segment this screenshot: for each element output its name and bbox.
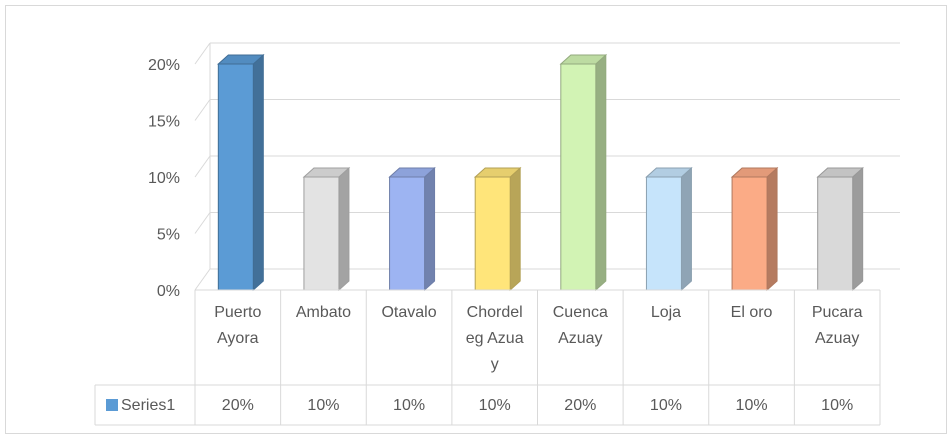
bar-side <box>424 166 436 292</box>
bar <box>817 176 854 291</box>
grid-line-side <box>194 155 211 178</box>
grid-line-side <box>194 42 211 65</box>
bar-side <box>595 53 607 292</box>
y-tick-label: 20% <box>148 57 180 74</box>
bar-side <box>680 166 692 292</box>
data-table-value: 10% <box>307 397 339 414</box>
data-table-value: 10% <box>393 397 425 414</box>
bar-side <box>766 166 778 292</box>
x-cell: El oro <box>730 304 773 321</box>
grid-line-side <box>194 212 211 234</box>
data-table-value: 10% <box>821 397 853 414</box>
legend-label: Series1 <box>121 397 175 414</box>
y-tick-label: 10% <box>148 170 180 187</box>
x-cell: Ambato <box>295 304 351 321</box>
x-cell: Loja <box>650 304 682 321</box>
x-tick-label: Otavalo <box>381 304 437 321</box>
x-tick-label: Cuenca Azuay <box>552 304 608 347</box>
bar <box>645 176 682 291</box>
bar-side <box>509 166 521 292</box>
x-tick-label: Chordeleg Azuay <box>465 304 524 373</box>
bar <box>731 176 768 291</box>
legend-key <box>106 399 118 411</box>
y-tick-label: 5% <box>157 227 180 244</box>
x-cell: Otavalo <box>381 304 437 321</box>
data-table-value: 10% <box>736 397 768 414</box>
grid-line-side <box>194 268 211 291</box>
bar-side <box>852 166 864 292</box>
x-cell: Chordeleg Azuay <box>465 304 524 373</box>
bar <box>217 63 254 291</box>
x-tick-label: Pucara Azuay <box>811 304 863 347</box>
bar <box>389 176 426 291</box>
y-tick-label: 0% <box>157 283 180 300</box>
bar <box>303 176 340 291</box>
data-table-value: 10% <box>479 397 511 414</box>
grid-line-side <box>194 99 211 121</box>
y-tick-label: 15% <box>148 114 180 131</box>
bar <box>560 63 597 291</box>
x-tick-label: Loja <box>650 304 682 321</box>
bar-side <box>338 166 350 292</box>
bar-side <box>252 53 264 292</box>
x-cell: Puerto Ayora <box>214 304 262 347</box>
x-tick-label: Ambato <box>295 304 351 321</box>
x-tick-label: El oro <box>730 304 773 321</box>
data-table-value: 20% <box>222 397 254 414</box>
data-table-value: 10% <box>650 397 682 414</box>
x-cell: Pucara Azuay <box>811 304 863 347</box>
x-cell: Cuenca Azuay <box>552 304 608 347</box>
x-tick-label: Puerto Ayora <box>214 304 262 347</box>
data-table-value: 20% <box>564 397 596 414</box>
bar <box>474 176 511 291</box>
